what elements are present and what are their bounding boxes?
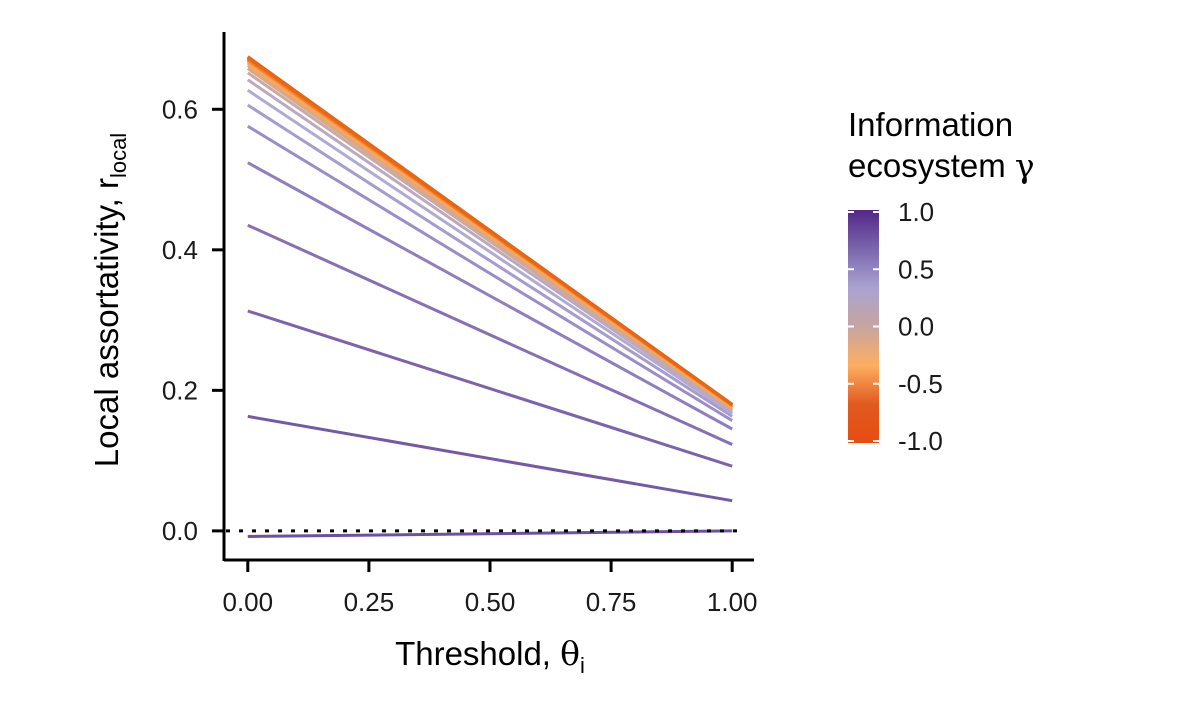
x-tick-label: 0.75 (586, 587, 637, 617)
series-line-5 (247, 124, 733, 422)
series-lines (246, 55, 734, 538)
y-tick-label: 0.6 (162, 94, 198, 124)
series-line-9 (246, 71, 734, 412)
legend-tick-label: -0.5 (898, 369, 943, 399)
legend-tick-label: -1.0 (898, 426, 943, 456)
gamma-symbol: γ (1015, 146, 1035, 185)
series-line-4 (247, 161, 733, 431)
legend-tick-label: 0.0 (898, 312, 934, 342)
y-tick-label: 0.2 (162, 375, 198, 405)
series-line-7 (246, 89, 734, 415)
x-tick-label: 0.25 (344, 587, 395, 617)
x-axis-title: Threshold, θi (395, 634, 585, 678)
y-axis-ticks: 0.0 0.2 0.4 0.6 (162, 94, 224, 546)
theta-symbol: θ (560, 634, 580, 673)
series-line-20 (246, 55, 734, 406)
legend-ticks: 1.0 0.5 0.0 -0.5 -1.0 (848, 197, 943, 456)
x-tick-label: 0.00 (222, 587, 273, 617)
series-line-8 (246, 78, 734, 413)
y-tick-label: 0.4 (162, 235, 198, 265)
color-legend: Information ecosystem γ 1.0 0.5 0.0 -0.5 -1.… (848, 106, 1035, 456)
legend-tick-label: 1.0 (898, 197, 934, 227)
x-tick-label: 1.00 (707, 587, 758, 617)
series-line-3 (247, 223, 733, 446)
x-axis-ticks: 0.00 0.25 0.50 0.75 1.00 (222, 560, 758, 617)
x-axis-subscript: i (580, 653, 585, 678)
series-line-2 (247, 309, 733, 468)
x-tick-label: 0.50 (465, 587, 516, 617)
y-tick-label: 0.0 (162, 516, 198, 546)
series-line-0 (247, 529, 733, 538)
y-axis-title: Local assortativity, rlocal (88, 133, 131, 467)
series-line-6 (246, 103, 734, 418)
y-axis-subscript: local (106, 133, 131, 178)
legend-title-line1: Information (848, 106, 1013, 143)
legend-tick-label: 0.5 (898, 254, 934, 284)
legend-title-line2: ecosystem γ (848, 146, 1035, 185)
series-line-1 (247, 414, 733, 503)
